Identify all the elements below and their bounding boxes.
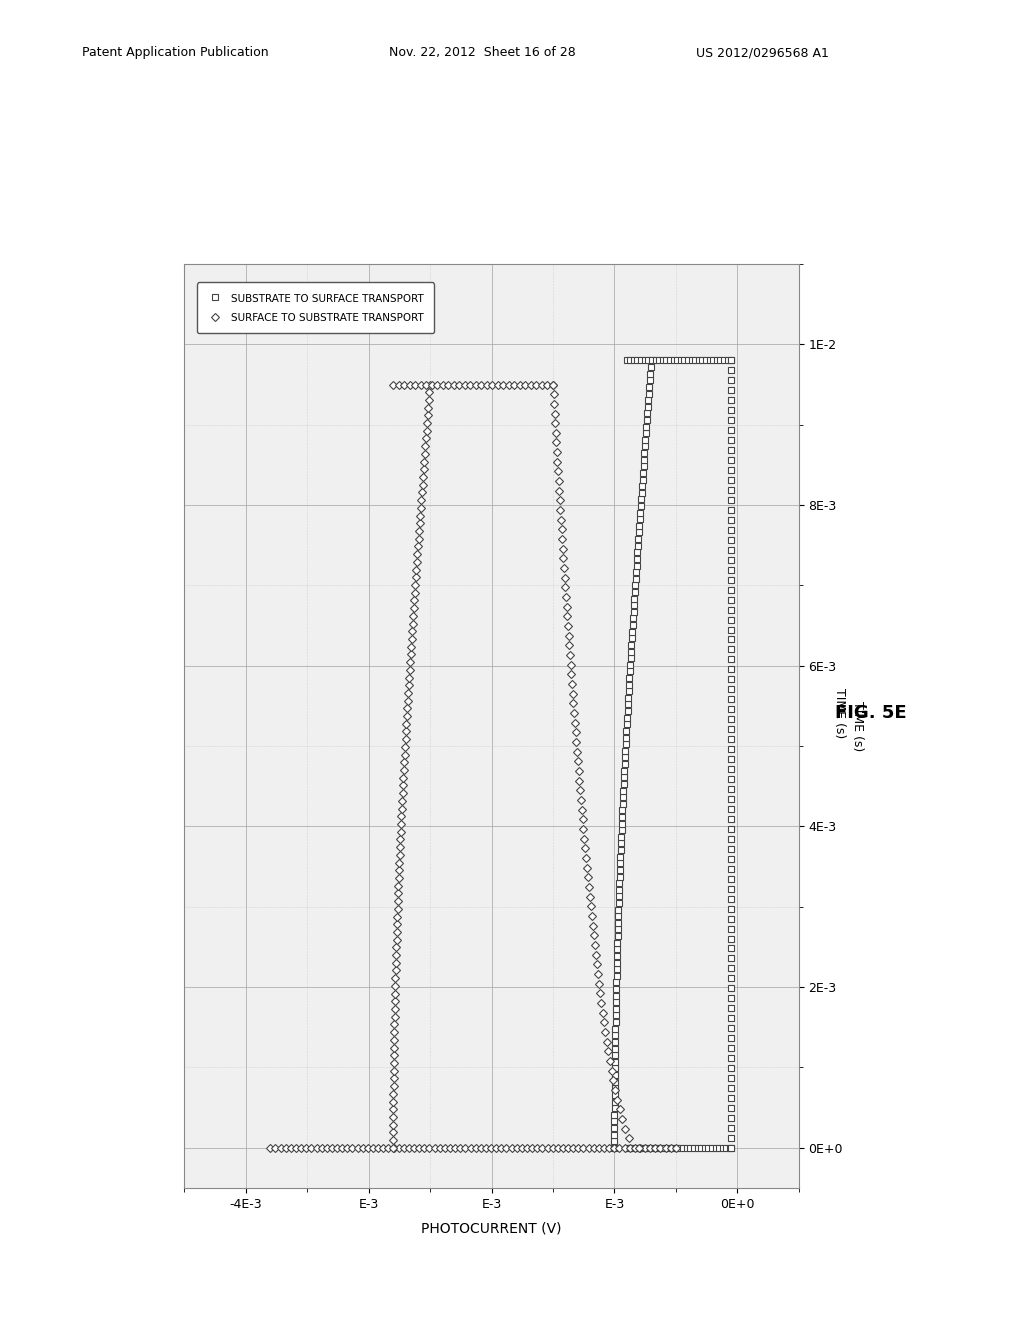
SURFACE TO SUBSTRATE TRANSPORT xyxy=(285,1140,297,1156)
Text: Nov. 22, 2012  Sheet 16 of 28: Nov. 22, 2012 Sheet 16 of 28 xyxy=(389,46,575,59)
SURFACE TO SUBSTRATE TRANSPORT xyxy=(397,777,410,793)
SUBSTRATE TO SURFACE TRANSPORT xyxy=(725,1140,737,1156)
Legend: SUBSTRATE TO SURFACE TRANSPORT, SURFACE TO SUBSTRATE TRANSPORT: SUBSTRATE TO SURFACE TRANSPORT, SURFACE … xyxy=(197,282,434,334)
X-axis label: PHOTOCURRENT (V): PHOTOCURRENT (V) xyxy=(421,1222,562,1236)
Text: Patent Application Publication: Patent Application Publication xyxy=(82,46,268,59)
SURFACE TO SUBSTRATE TRANSPORT xyxy=(613,1140,626,1156)
SURFACE TO SUBSTRATE TRANSPORT xyxy=(633,1140,645,1156)
Y-axis label: TIME (s): TIME (s) xyxy=(851,701,864,751)
Text: US 2012/0296568 A1: US 2012/0296568 A1 xyxy=(696,46,829,59)
SURFACE TO SUBSTRATE TRANSPORT xyxy=(602,1043,614,1059)
SUBSTRATE TO SURFACE TRANSPORT xyxy=(725,1140,737,1156)
SUBSTRATE TO SURFACE TRANSPORT xyxy=(725,1031,737,1047)
SURFACE TO SUBSTRATE TRANSPORT xyxy=(264,1140,276,1156)
SUBSTRATE TO SURFACE TRANSPORT xyxy=(645,352,657,368)
SURFACE TO SUBSTRATE TRANSPORT xyxy=(421,416,433,432)
Text: FIG. 5E: FIG. 5E xyxy=(835,704,906,722)
SURFACE TO SUBSTRATE TRANSPORT xyxy=(424,376,436,392)
SUBSTRATE TO SURFACE TRANSPORT xyxy=(627,618,639,634)
SUBSTRATE TO SURFACE TRANSPORT xyxy=(725,652,737,668)
Text: TIME (s): TIME (s) xyxy=(834,688,846,738)
SUBSTRATE TO SURFACE TRANSPORT xyxy=(608,1093,621,1109)
SUBSTRATE TO SURFACE TRANSPORT xyxy=(608,1134,621,1150)
Line: SURFACE TO SUBSTRATE TRANSPORT: SURFACE TO SUBSTRATE TRANSPORT xyxy=(267,381,679,1151)
SUBSTRATE TO SURFACE TRANSPORT xyxy=(626,624,638,640)
Line: SUBSTRATE TO SURFACE TRANSPORT: SUBSTRATE TO SURFACE TRANSPORT xyxy=(611,358,734,1151)
SURFACE TO SUBSTRATE TRANSPORT xyxy=(574,792,587,808)
